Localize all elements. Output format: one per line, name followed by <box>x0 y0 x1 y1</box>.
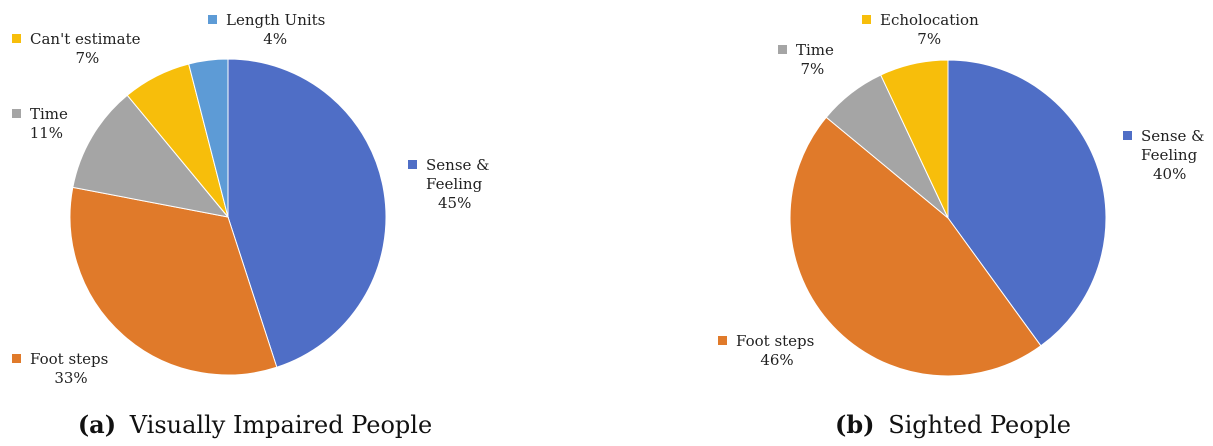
pie-a-label-3-name-0: Can't estimate <box>30 30 141 48</box>
pie-b-label-2-name-0: Time <box>796 41 834 59</box>
pie-b-slice-3 <box>880 59 949 219</box>
pie-a-slice-0 <box>227 58 387 368</box>
pie-a-label-2-name-0: Time <box>30 105 68 123</box>
pie-b-label-1-name-0: Foot steps <box>736 332 814 350</box>
pie-b-label-2-marker <box>778 45 787 54</box>
pie-a-label-3-marker <box>12 34 21 43</box>
caption-b: (b) Sighted People <box>835 410 1071 439</box>
pie-b-label-0-name-0: Sense & <box>1141 127 1205 145</box>
pie-a-label-2-marker <box>12 109 21 118</box>
pie-a-label-3-percent: 7% <box>76 49 100 67</box>
pie-b-label-3-percent: 7% <box>917 30 941 48</box>
pie-a-label-1-percent: 33% <box>54 369 87 387</box>
pie-b-label-3-name-0: Echolocation <box>880 11 979 29</box>
pie-b-label-1-percent: 46% <box>760 351 793 369</box>
pie-b-label-0-name-1: Feeling <box>1141 146 1198 164</box>
pie-a-label-4-name-0: Length Units <box>226 11 325 29</box>
pie-b-label-1-marker <box>718 336 727 345</box>
caption-a-tag: (a) <box>78 410 116 439</box>
pie-b-label-0-percent: 40% <box>1153 165 1186 183</box>
pie-a-label-1-marker <box>12 354 21 363</box>
pie-a-label-1-name-0: Foot steps <box>30 350 108 368</box>
caption-a: (a) Visually Impaired People <box>78 410 432 439</box>
pie-a-label-0-name-0: Sense & <box>426 156 490 174</box>
pie-b-label-3-marker <box>862 15 871 24</box>
pie-b-label-0-marker <box>1123 131 1132 140</box>
pie-a-label-4-percent: 4% <box>263 30 287 48</box>
pie-b-label-2-percent: 7% <box>801 60 825 78</box>
pie-a-slice-4 <box>188 58 229 218</box>
pie-a-slice-1 <box>69 186 278 376</box>
pie-a-label-0-percent: 45% <box>438 194 471 212</box>
caption-b-tag: (b) <box>835 410 875 439</box>
pie-a-label-2-percent: 11% <box>30 124 63 142</box>
pie-a-slice-2 <box>72 94 230 218</box>
pie-a-label-0-marker <box>408 160 417 169</box>
pie-b-slice-1 <box>789 116 1042 377</box>
caption-a-text: Visually Impaired People <box>129 411 432 439</box>
pie-a-label-4-marker <box>208 15 217 24</box>
pie-a-label-0-name-1: Feeling <box>426 175 483 193</box>
caption-b-text: Sighted People <box>888 411 1071 439</box>
pie-b-slice-0 <box>947 59 1107 347</box>
